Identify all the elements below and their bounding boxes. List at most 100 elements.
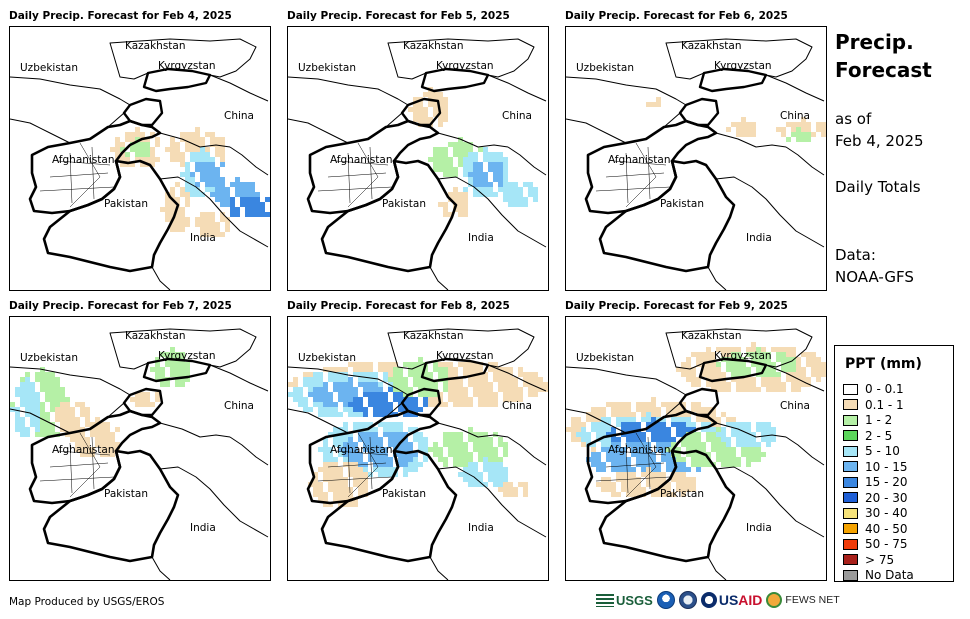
precip-cell — [190, 192, 195, 197]
precip-cell — [741, 127, 746, 132]
uzbekistan-border — [10, 76, 131, 144]
precip-cell — [523, 182, 528, 187]
precip-cell — [358, 402, 363, 407]
precip-cell — [318, 372, 323, 377]
precip-cell — [245, 212, 250, 217]
precip-cell — [313, 472, 318, 477]
precip-cell — [721, 347, 726, 352]
precip-cell — [205, 152, 210, 157]
precip-cell — [215, 222, 220, 227]
precip-cell — [408, 447, 413, 452]
precip-cell — [686, 362, 691, 367]
precip-cell — [741, 132, 746, 137]
precip-cell — [483, 172, 488, 177]
precip-cell — [786, 122, 791, 127]
precip-cell — [448, 142, 453, 147]
precip-cell — [696, 452, 701, 457]
precip-cell — [711, 367, 716, 372]
precip-cell — [378, 387, 383, 392]
precip-cell — [746, 422, 751, 427]
precip-cell — [443, 157, 448, 162]
precip-cell — [651, 462, 656, 467]
precip-cell — [616, 447, 621, 452]
precip-cell — [706, 432, 711, 437]
precip-cell — [260, 202, 265, 207]
precip-cell — [145, 397, 150, 402]
precip-cell — [508, 182, 513, 187]
india-border — [429, 466, 547, 580]
precip-cell — [751, 127, 756, 132]
precip-cell — [205, 212, 210, 217]
precip-cell — [458, 447, 463, 452]
precip-cell — [796, 382, 801, 387]
precip-cell — [338, 377, 343, 382]
precip-cell — [55, 387, 60, 392]
precip-cell — [696, 447, 701, 452]
precip-cell — [731, 462, 736, 467]
precip-cell — [448, 392, 453, 397]
precip-cell — [15, 422, 20, 427]
precip-cell — [493, 432, 498, 437]
precip-cell — [413, 102, 418, 107]
precip-cell — [596, 407, 601, 412]
precip-cell — [463, 447, 468, 452]
precip-cell — [413, 432, 418, 437]
precip-cell — [458, 452, 463, 457]
precip-cell — [363, 367, 368, 372]
precip-cell — [423, 442, 428, 447]
precip-cell — [616, 492, 621, 497]
precip-cell — [766, 362, 771, 367]
precip-cell — [518, 187, 523, 192]
precip-cell — [443, 207, 448, 212]
precip-cell — [175, 227, 180, 232]
precip-cell — [348, 487, 353, 492]
precip-cell — [493, 377, 498, 382]
precip-cell — [616, 422, 621, 427]
precip-cell — [666, 467, 671, 472]
precip-cell — [413, 382, 418, 387]
precip-cell — [766, 422, 771, 427]
precip-cell — [731, 362, 736, 367]
precip-cell — [418, 357, 423, 362]
precip-cell — [215, 137, 220, 142]
precip-cell — [373, 377, 378, 382]
precip-cell — [731, 447, 736, 452]
precip-cell — [503, 182, 508, 187]
precip-cell — [220, 217, 225, 222]
precip-cell — [80, 432, 85, 437]
precip-cell — [210, 142, 215, 147]
precip-cell — [210, 157, 215, 162]
precip-cell — [100, 447, 105, 452]
precip-cell — [463, 442, 468, 447]
precip-cell — [155, 357, 160, 362]
precip-cell — [766, 372, 771, 377]
precip-cell — [378, 397, 383, 402]
precip-cell — [691, 457, 696, 462]
precip-cell — [503, 167, 508, 172]
precip-cell — [488, 182, 493, 187]
india-border — [707, 176, 825, 290]
precip-cell — [711, 427, 716, 432]
precip-cell — [676, 467, 681, 472]
precip-cell — [746, 352, 751, 357]
precip-cell — [135, 152, 140, 157]
precip-cell — [478, 432, 483, 437]
precip-cell — [731, 417, 736, 422]
precip-cell — [240, 197, 245, 202]
precip-cell — [463, 202, 468, 207]
precip-cell — [766, 352, 771, 357]
precip-cell — [443, 102, 448, 107]
precip-cell — [671, 407, 676, 412]
precip-cell — [25, 397, 30, 402]
precip-cell — [631, 467, 636, 472]
precip-cell — [170, 362, 175, 367]
precip-cell — [503, 447, 508, 452]
province-boundaries — [317, 432, 393, 498]
precip-cell — [766, 387, 771, 392]
precip-cell — [666, 447, 671, 452]
precip-cell — [363, 407, 368, 412]
precip-cell — [611, 462, 616, 467]
precip-cell — [756, 427, 761, 432]
precip-cell — [408, 457, 413, 462]
precip-cell — [468, 402, 473, 407]
